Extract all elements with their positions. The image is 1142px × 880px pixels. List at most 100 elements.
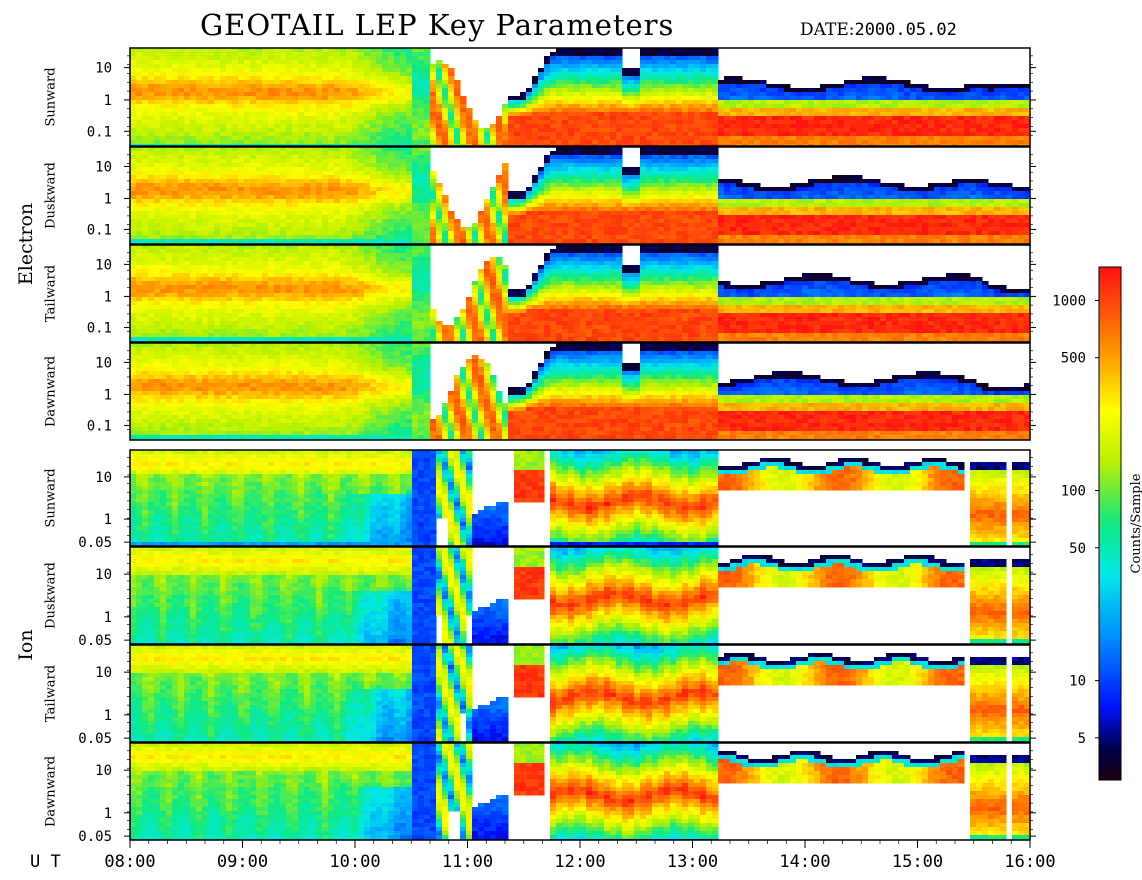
heat-cell	[364, 167, 371, 172]
heat-cell	[700, 124, 707, 129]
heat-cell	[496, 187, 503, 192]
heat-cell	[334, 227, 341, 232]
heat-cell	[598, 80, 605, 85]
heat-cell	[568, 76, 575, 81]
heat-cell	[328, 231, 335, 236]
heat-cell	[202, 132, 209, 137]
heat-cell	[256, 179, 263, 184]
heat-cell	[634, 112, 641, 117]
heat-cell	[496, 128, 503, 133]
heat-cell	[508, 203, 515, 208]
heat-cell	[988, 132, 995, 137]
heat-cell	[436, 195, 443, 200]
heat-cell	[454, 128, 461, 133]
heat-cell	[130, 104, 137, 109]
heat-cell	[316, 227, 323, 232]
heat-cell	[586, 203, 593, 208]
heat-cell	[982, 140, 989, 145]
heat-cell	[634, 239, 641, 244]
heat-cell	[688, 72, 695, 77]
heat-cell	[706, 80, 713, 85]
heat-cell	[178, 219, 185, 224]
heat-cell	[544, 191, 551, 196]
heat-cell	[316, 56, 323, 61]
heat-cell	[298, 211, 305, 216]
heat-cell	[370, 215, 377, 220]
heat-cell	[610, 195, 617, 200]
heat-cell	[226, 175, 233, 180]
heat-cell	[202, 120, 209, 125]
heat-cell	[370, 183, 377, 188]
heat-cell	[178, 120, 185, 125]
heat-cell	[682, 68, 689, 73]
heat-cell	[208, 128, 215, 133]
heat-cell	[688, 124, 695, 129]
heat-cell	[292, 159, 299, 164]
heat-cell	[628, 84, 635, 89]
heat-cell	[298, 60, 305, 65]
heat-cell	[604, 175, 611, 180]
heat-cell	[400, 60, 407, 65]
heat-cell	[418, 235, 425, 240]
heat-cell	[364, 235, 371, 240]
heat-cell	[268, 60, 275, 65]
heat-cell	[328, 84, 335, 89]
heat-cell	[154, 239, 161, 244]
heat-cell	[568, 207, 575, 212]
heat-cell	[502, 136, 509, 141]
heat-cell	[136, 124, 143, 129]
heat-cell	[580, 56, 587, 61]
heat-cell	[544, 167, 551, 172]
heat-cell	[190, 120, 197, 125]
heat-cell	[772, 124, 779, 129]
heat-cell	[472, 231, 479, 236]
heat-cell	[520, 100, 527, 105]
heat-cell	[514, 227, 521, 232]
heat-cell	[382, 167, 389, 172]
heat-cell	[388, 132, 395, 137]
heat-cell	[274, 239, 281, 244]
heat-cell	[358, 60, 365, 65]
heat-cell	[394, 120, 401, 125]
heat-cell	[412, 116, 419, 121]
heat-cell	[340, 140, 347, 145]
heat-cell	[364, 76, 371, 81]
heat-cell	[550, 136, 557, 141]
heat-cell	[304, 191, 311, 196]
heat-cell	[448, 227, 455, 232]
heat-cell	[940, 136, 947, 141]
heat-cell	[298, 175, 305, 180]
heat-cell	[166, 140, 173, 145]
heat-cell	[202, 151, 209, 156]
heat-cell	[670, 104, 677, 109]
heat-cell	[184, 195, 191, 200]
heat-cell	[214, 72, 221, 77]
heat-cell	[568, 96, 575, 101]
heat-cell	[226, 231, 233, 236]
heat-cell	[664, 100, 671, 105]
heat-cell	[556, 132, 563, 137]
heat-cell	[694, 64, 701, 69]
heat-cell	[574, 120, 581, 125]
heat-cell	[412, 159, 419, 164]
heat-cell	[178, 211, 185, 216]
heat-cell	[178, 64, 185, 69]
heat-cell	[208, 199, 215, 204]
heat-cell	[400, 132, 407, 137]
heat-cell	[370, 191, 377, 196]
heat-cell	[250, 199, 257, 204]
heat-cell	[220, 140, 227, 145]
heat-cell	[670, 88, 677, 93]
heat-cell	[232, 124, 239, 129]
heat-cell	[310, 207, 317, 212]
heat-cell	[736, 136, 743, 141]
heat-cell	[304, 211, 311, 216]
heat-cell	[220, 136, 227, 141]
heat-cell	[988, 124, 995, 129]
heat-cell	[448, 88, 455, 93]
heat-cell	[178, 215, 185, 220]
heat-cell	[358, 155, 365, 160]
heat-cell	[340, 128, 347, 133]
heat-cell	[238, 183, 245, 188]
heat-cell	[538, 136, 545, 141]
